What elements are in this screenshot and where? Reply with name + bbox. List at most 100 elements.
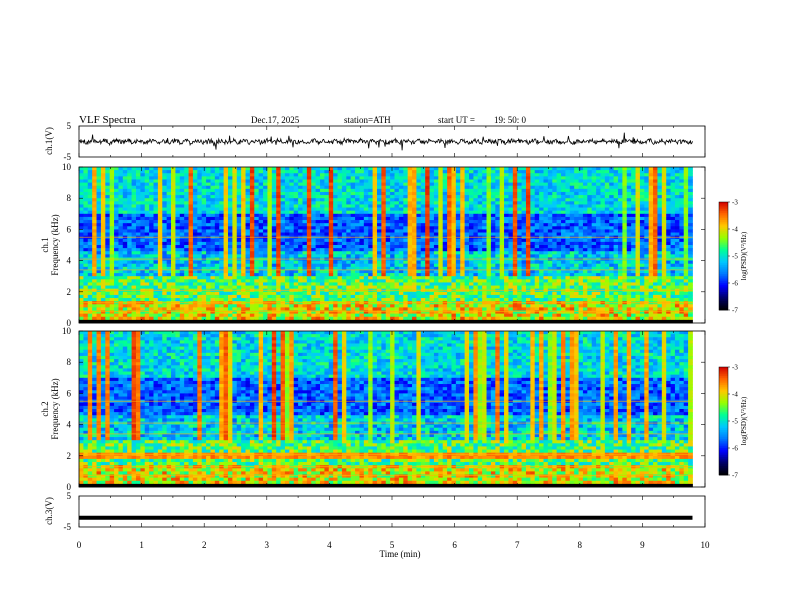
spectrogram-cell [569,210,575,215]
spectrogram-cell [591,220,597,224]
spectrogram-cell [539,213,544,218]
spectrogram-cell [521,207,527,212]
spectrogram-cell [631,226,636,230]
spectrogram-cell [350,216,356,221]
spectrogram-cell [504,245,509,249]
spectrogram-cell [236,223,242,227]
spectrogram-cell [197,241,203,246]
spectrogram-cell [118,216,124,221]
spectrogram-cell [648,241,654,246]
spectrogram-cell [144,223,150,227]
spectrogram-cell [206,195,211,199]
spectrogram-cell [368,213,373,218]
spectrogram-cell [171,248,176,252]
spectrogram-cell [469,173,474,177]
spectrogram-cell [653,238,658,243]
spectrogram-cell [670,182,676,187]
spectrogram-cell [188,213,194,218]
spectrogram-cell [429,260,435,265]
spectrogram-cell [455,223,461,227]
spectrogram-cell [451,207,457,212]
spectrogram-cell [416,195,422,199]
spectrogram-cell [276,245,281,249]
spectrogram-cell [376,185,382,190]
spectrogram-cell [337,266,343,271]
spectrogram-cell [433,207,439,212]
spectrogram-cell [350,167,356,171]
spectrogram-cell [241,226,246,230]
spectrogram-cell [416,188,422,193]
spectrogram-cell [328,167,334,171]
spectrogram-cell [433,188,439,193]
spectrogram-cell [135,182,141,187]
spectrogram-cell [201,266,207,271]
spectrogram-cell [639,170,645,174]
spectrogram-cell [609,216,614,221]
spectrogram-cell [100,191,106,196]
spectrogram-cell [390,216,395,221]
spectrogram-cell [83,251,89,255]
spectrogram-cell [276,191,281,196]
spectrogram-cell [184,226,189,230]
spectrogram-cell [162,260,168,265]
spectrogram-cell [552,226,558,230]
spectrogram-cell [587,204,593,208]
spectrogram-cell [438,232,444,237]
spectrogram-cell [591,195,597,199]
spectrogram-cell [683,229,689,233]
spectrogram-cell [341,223,347,227]
spectrogram-cell [661,266,667,271]
spectrogram-cell [83,245,89,249]
spectrogram-cell [140,241,146,246]
spectrogram-cell [311,207,317,212]
spectrogram-cell [565,216,571,221]
spectrogram-cell [661,263,667,268]
spectrogram-cell [122,198,128,202]
spectrogram-cell [192,229,198,233]
spectrogram-cell [644,179,650,183]
spectrogram-cell [284,210,290,215]
spectrogram-cell [429,273,435,277]
spectrogram-cell [407,260,413,265]
spectrogram-cell [416,254,422,258]
spectrogram-cell [127,207,132,212]
spectrogram-cell [201,229,207,233]
spectrogram-cell [280,216,286,221]
spectrogram-cell [604,198,610,202]
spectrogram-cell [131,179,137,183]
spectrogram-cell [227,207,233,212]
spectrogram-cell [482,251,487,255]
spectrogram-cell [144,213,150,218]
spectrogram-cell [175,191,181,196]
spectrogram-cell [639,207,645,212]
spectrogram-cell [249,182,255,187]
spectrogram-cell [188,176,194,180]
spectrogram-cell [328,223,334,227]
spectrogram-cell [464,204,470,208]
spectrogram-cell [477,226,483,230]
spectrogram-cell [626,182,632,187]
spectrogram-cell [241,213,246,218]
spectrogram-cell [609,170,614,174]
spectrogram-cell [547,263,553,268]
spectrogram-cell [556,232,562,237]
spectrogram-cell [674,179,680,183]
spectrogram-cell [359,266,365,271]
spectrogram-cell [368,188,373,193]
start-ut-label: start UT = [438,115,475,125]
spectrogram-cell [254,198,260,202]
spectrogram-cell [289,173,295,177]
spectrogram-cell [539,207,544,212]
spectrogram-cell [153,201,159,205]
spectrogram-cell [284,248,290,252]
spectrogram-cell [171,207,176,212]
spectrogram-cell [657,254,663,258]
spectrogram-cell [175,213,181,218]
spectrogram-cell [359,176,365,180]
spectrogram-cell [398,213,404,218]
spectrogram-cell [674,173,680,177]
spectrogram-cell [267,210,273,215]
spectrogram-cell [333,232,338,237]
spectrogram-cell [670,179,676,183]
spectrogram-cell [604,210,610,215]
